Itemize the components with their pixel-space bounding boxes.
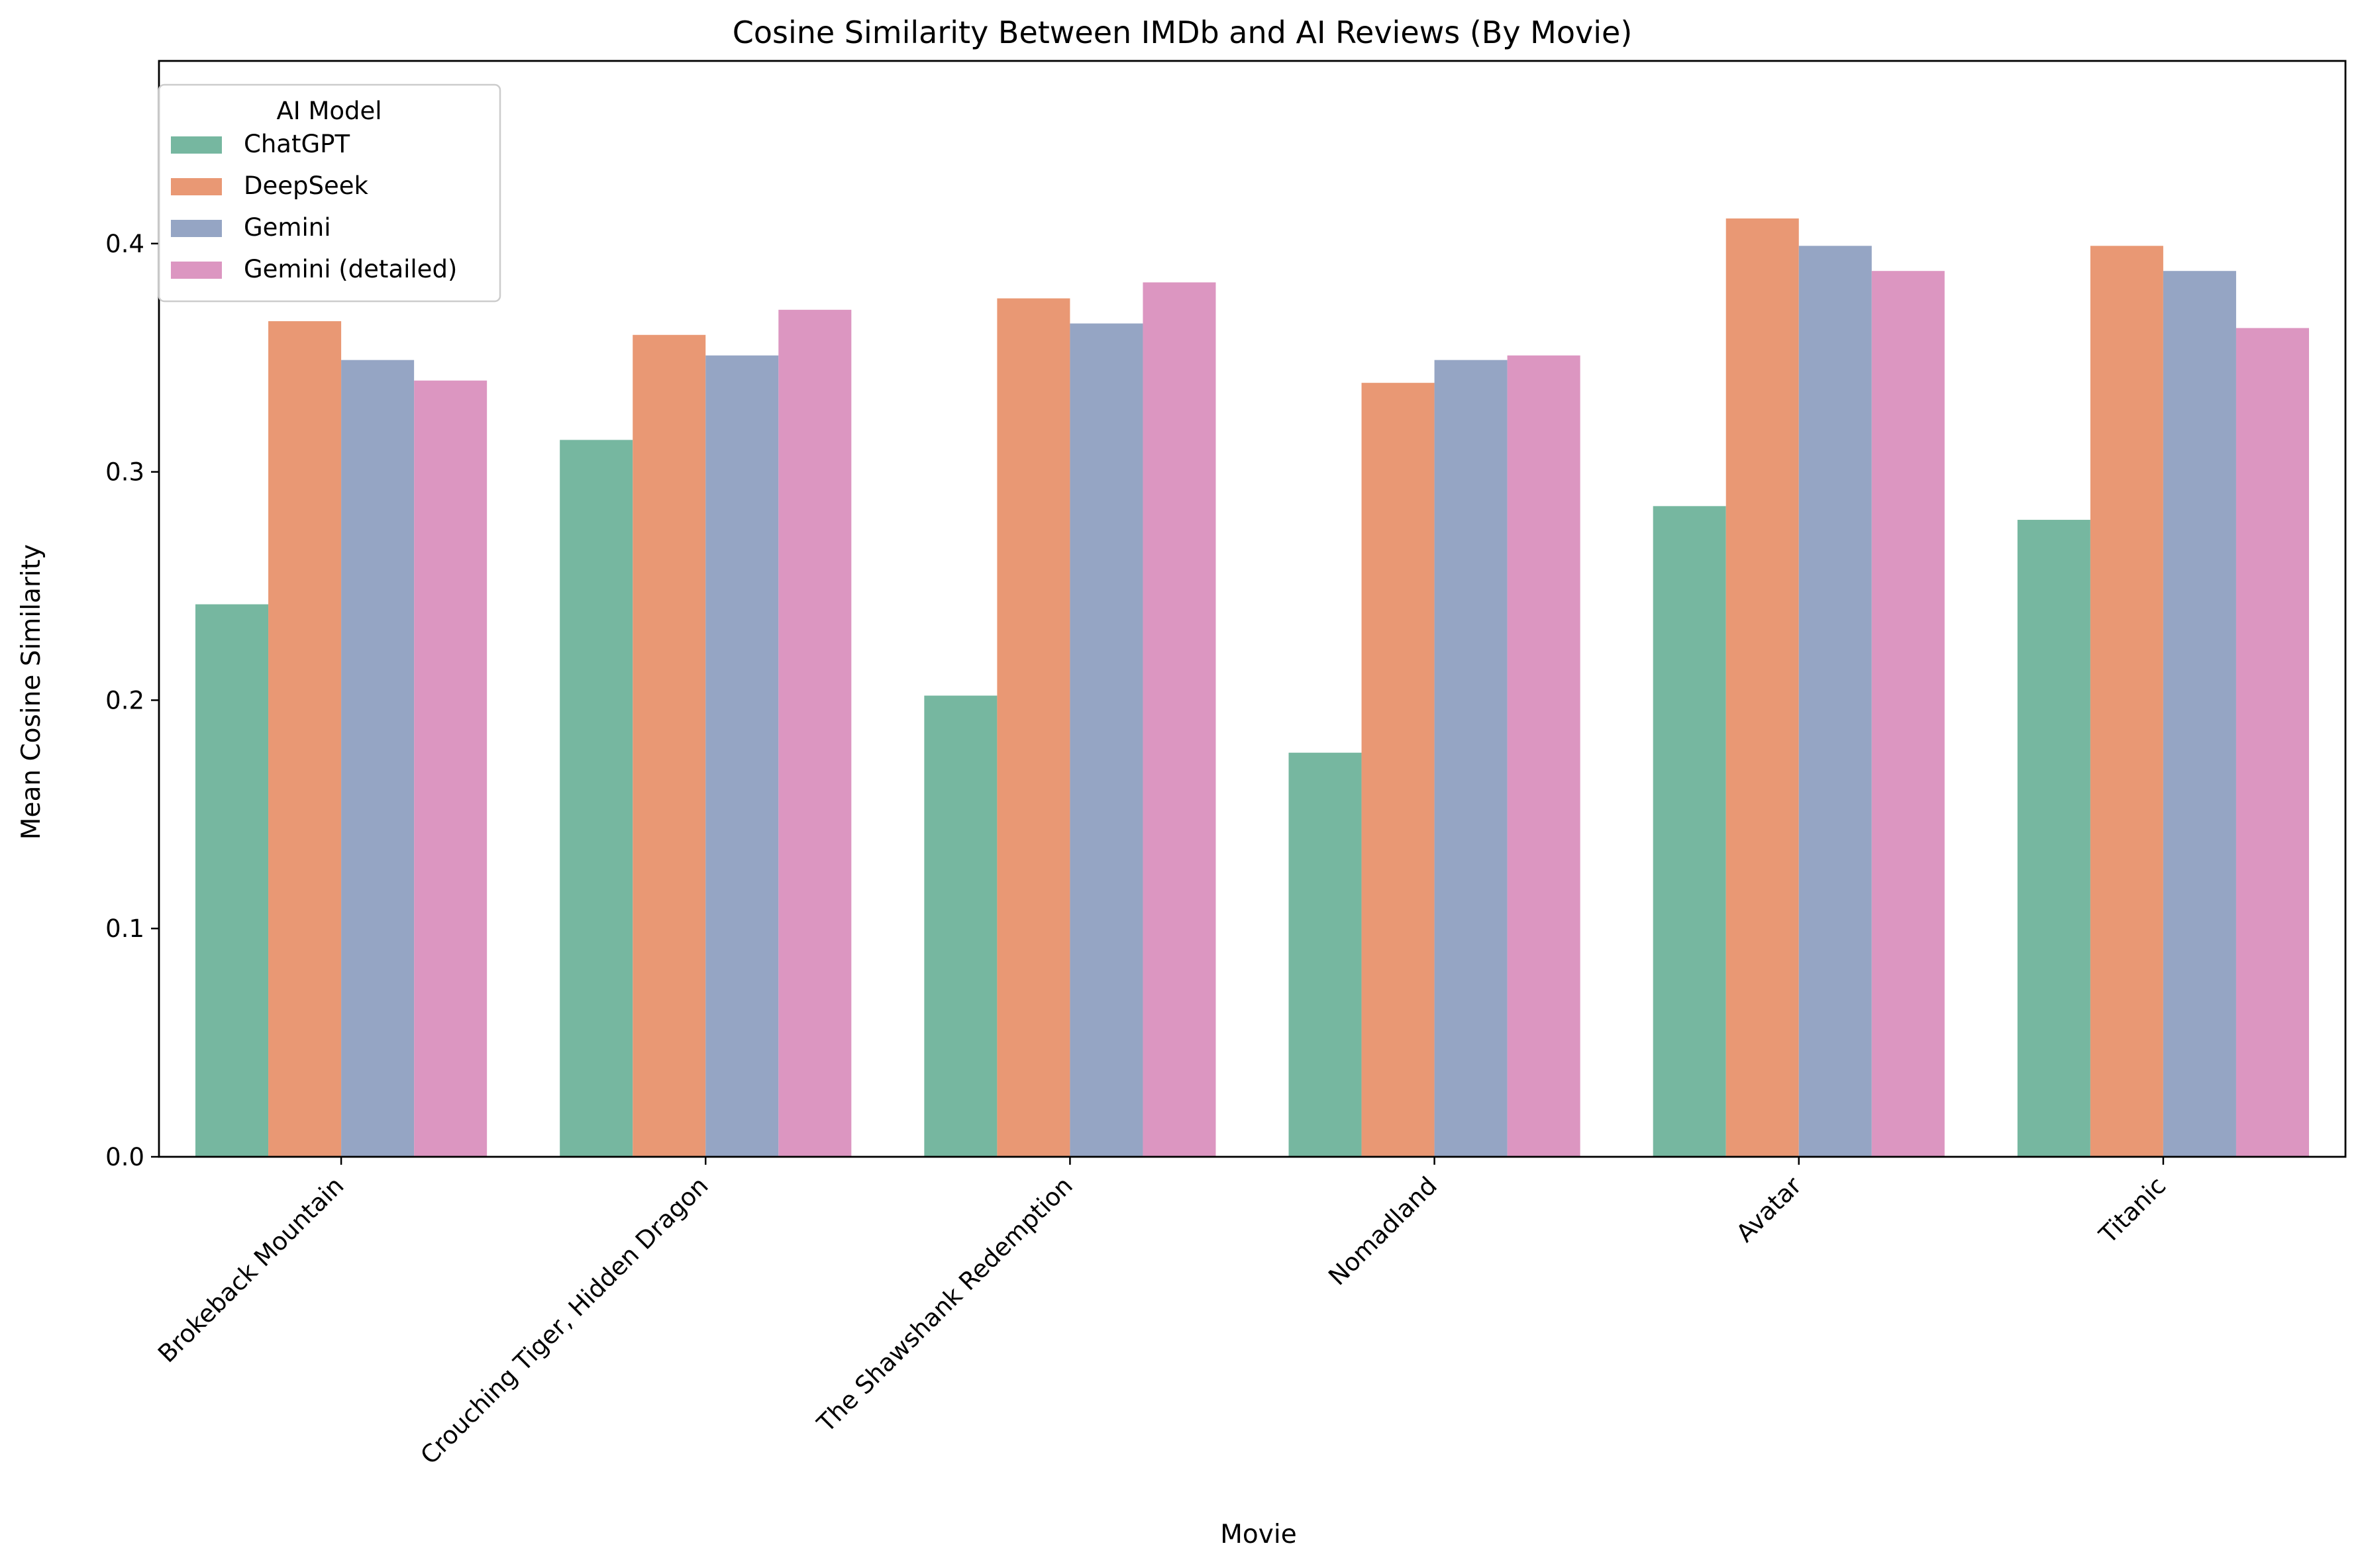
x-tick-label: Crouching Tiger, Hidden Dragon [415, 1171, 714, 1470]
legend-label-gemini-detailed: Gemini (detailed) [244, 255, 457, 283]
bar-gemini-crouching-tiger-hidden-dragon [705, 355, 779, 1157]
bar-gemini-detailed-avatar [1871, 271, 1945, 1157]
legend-frame [158, 83, 501, 303]
x-tick-label: Nomadland [1323, 1171, 1443, 1291]
x-tick-label: Titanic [2093, 1171, 2171, 1250]
plot-frame [158, 60, 2347, 1158]
legend-swatch-deepseek [171, 178, 222, 195]
bar-gemini-detailed-brokeback-mountain [414, 380, 488, 1157]
legend-label-gemini: Gemini [244, 213, 331, 242]
bar-chatgpt-the-shawshank-redemption [924, 695, 998, 1157]
bar-gemini-avatar [1798, 246, 1872, 1157]
bar-deepseek-brokeback-mountain [268, 321, 342, 1157]
legend-swatch-chatgpt [171, 136, 222, 154]
bar-gemini-titanic [2163, 271, 2236, 1157]
bar-chatgpt-brokeback-mountain [195, 604, 269, 1157]
bar-gemini-the-shawshank-redemption [1070, 323, 1143, 1157]
y-tick-label: 0.2 [105, 686, 144, 714]
bars-layer [195, 218, 2309, 1157]
bar-chatgpt-crouching-tiger-hidden-dragon [560, 440, 633, 1157]
legend: AI Model ChatGPT DeepSeek Gemini Gemini (de… [158, 83, 501, 303]
bar-chatgpt-nomadland [1288, 752, 1362, 1157]
x-axis-label: Movie [1220, 1520, 1296, 1549]
bar-gemini-detailed-nomadland [1507, 355, 1580, 1157]
bar-chatgpt-avatar [1653, 506, 1726, 1157]
y-tick-label: 0.4 [105, 230, 144, 258]
y-axis-label: Mean Cosine Similarity [17, 544, 46, 840]
legend-swatch-gemini [171, 220, 222, 237]
bar-deepseek-titanic [2090, 246, 2163, 1157]
legend-label-chatgpt: ChatGPT [244, 130, 350, 158]
bar-gemini-detailed-crouching-tiger-hidden-dragon [778, 309, 852, 1157]
bar-deepseek-crouching-tiger-hidden-dragon [633, 334, 706, 1157]
bar-deepseek-nomadland [1361, 383, 1435, 1157]
legend-swatch-gemini-detailed [171, 262, 222, 279]
legend-label-deepseek: DeepSeek [244, 172, 369, 200]
bar-chatgpt-titanic [2017, 520, 2090, 1157]
y-tick-label: 0.1 [105, 914, 144, 943]
bar-gemini-detailed-the-shawshank-redemption [1143, 282, 1216, 1157]
x-tick-label: Avatar [1731, 1171, 1808, 1248]
chart-title: Cosine Similarity Between IMDb and AI Re… [733, 15, 1633, 50]
x-tick-label: The Shawshank Redemption [811, 1171, 1078, 1438]
bar-deepseek-the-shawshank-redemption [997, 298, 1070, 1157]
x-tick-label: Brokeback Mountain [152, 1171, 349, 1368]
y-tick-label: 0.3 [105, 458, 144, 487]
legend-items: ChatGPT DeepSeek Gemini Gemini (detailed) [171, 130, 457, 283]
bar-gemini-detailed-titanic [2236, 328, 2309, 1157]
bar-gemini-nomadland [1434, 360, 1508, 1157]
bar-gemini-brokeback-mountain [341, 360, 415, 1157]
legend-title: AI Model [276, 97, 382, 125]
y-tick-label: 0.0 [105, 1143, 144, 1171]
bar-deepseek-avatar [1725, 218, 1799, 1157]
